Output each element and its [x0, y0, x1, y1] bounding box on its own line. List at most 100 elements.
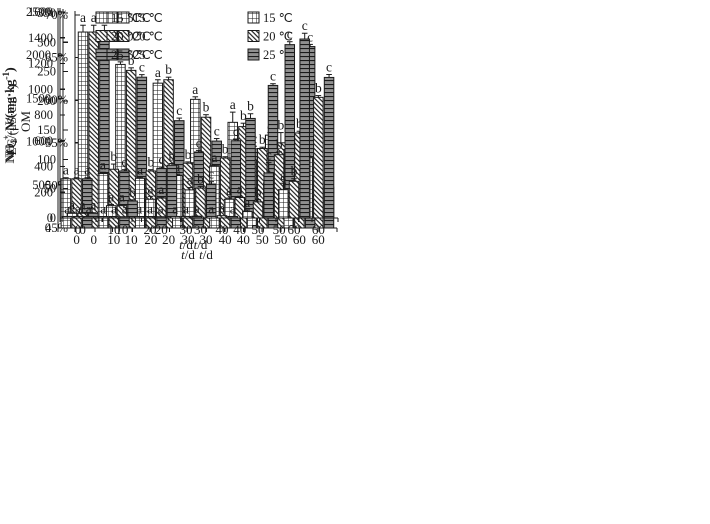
x-tick-label: 50 — [256, 232, 269, 247]
bar-no3-25℃-50 — [263, 172, 274, 219]
sig-letter: a — [80, 10, 86, 25]
y-tick-label: 500 — [32, 178, 51, 192]
bar-no3-25℃-0 — [83, 215, 94, 219]
sig-letter: a — [219, 201, 225, 216]
bar-no3-20℃-40 — [216, 215, 228, 219]
x-tick-label: 30 — [182, 232, 195, 247]
y-tick-label: 1600 — [28, 5, 53, 19]
bar-no3-15℃-0 — [62, 215, 73, 219]
sig-letter: a — [75, 201, 81, 216]
sig-letter: b — [259, 132, 266, 147]
sig-letter: c — [270, 69, 276, 84]
series-25℃: a a a a acc — [83, 18, 310, 219]
sig-letter: a — [208, 201, 214, 216]
sig-letter: c — [287, 27, 293, 42]
legend-label: 15 ℃ — [111, 11, 141, 25]
bar-no3-15℃-30 — [170, 215, 181, 219]
sig-letter: b — [169, 149, 176, 164]
x-tick-label: 40 — [237, 232, 250, 247]
y-tick-label: 600 — [34, 134, 53, 148]
x-tick-label: 20 — [155, 222, 168, 237]
y-tick-label: 60% — [45, 93, 68, 107]
sig-letter: a — [63, 163, 69, 178]
x-tick-label: 10 — [115, 222, 128, 237]
sig-letter: a — [100, 157, 106, 172]
bar-no3-15℃-60 — [278, 189, 289, 219]
y-tick-label: 55% — [45, 136, 68, 150]
y-tick-label: 0 — [50, 211, 56, 225]
x-tick-label: 10 — [125, 232, 138, 247]
sig-letter: a — [86, 201, 92, 216]
sig-letter: b — [255, 185, 262, 200]
x-tick-label: 0 — [90, 232, 97, 247]
x-tick-label: 0 — [75, 222, 82, 237]
sig-letter: b — [222, 142, 229, 157]
x-tick-label: 20 — [144, 222, 157, 237]
bar-no3-25℃-40 — [227, 215, 238, 219]
sig-letter: a — [158, 182, 164, 197]
bar-no3-20℃-0 — [72, 215, 84, 219]
x-tick-label: 50 — [274, 232, 287, 247]
y-tick-label: 1200 — [28, 57, 53, 71]
sig-letter: c — [326, 60, 332, 75]
sig-letter: a — [183, 201, 189, 216]
sig-letter: b — [197, 171, 204, 186]
sig-letter: a — [280, 168, 286, 183]
sig-letter: a — [74, 163, 80, 178]
sig-letter: b — [315, 81, 322, 96]
no3n-chart: 0 200 400 600 800 1000 1200 1400 1600 0 10 20 30 40 50… — [0, 0, 355, 262]
sig-letter: a — [147, 202, 153, 217]
y-tick-label: 1500 — [26, 91, 51, 105]
sig-letter: a — [64, 201, 70, 216]
bar-no3-15℃-50 — [242, 211, 253, 219]
y-tick-label: 350 — [37, 6, 56, 20]
sig-letter: c — [266, 148, 272, 163]
sig-letter: a — [100, 202, 106, 217]
sig-letter: b — [276, 137, 283, 152]
legend-label: 15 ℃ — [263, 11, 293, 25]
y-axis-label: NH4+-N/(mg·kg-1) — [2, 67, 20, 163]
x-tick-label: 20 — [144, 232, 157, 247]
legend-swatch-grid — [117, 11, 130, 24]
x-tick-label: 10 — [107, 232, 120, 247]
y-tick-label: 2000 — [26, 48, 51, 62]
legend-swatch-hstripe — [247, 48, 260, 61]
sig-letter: c — [233, 124, 239, 139]
x-tick-label: 20 — [162, 232, 175, 247]
legend-swatch-diag — [247, 30, 260, 42]
sig-letter: c — [121, 155, 127, 170]
sig-letter: b — [203, 100, 210, 115]
sig-letter: b — [277, 118, 284, 133]
y-tick-label: 0 — [47, 211, 53, 225]
bar-no3-20℃-30 — [180, 215, 192, 219]
sig-letter: a — [108, 190, 114, 205]
x-tick-label: 0 — [79, 222, 86, 237]
bar-no3-25℃-20 — [155, 216, 166, 219]
bar-no3-25℃-30 — [191, 215, 202, 219]
sig-letter: a — [187, 173, 193, 188]
sig-letter: a — [111, 202, 117, 217]
legend-swatch-grid — [247, 11, 260, 24]
legend-swatch-diag — [95, 30, 108, 42]
sig-letter: c — [307, 29, 313, 44]
sig-letter: b — [147, 155, 154, 170]
sig-letter: a — [155, 65, 161, 80]
x-axis-label: t/d — [179, 237, 193, 252]
bar-no3-15℃-10 — [98, 216, 109, 219]
y-axis-label: EC/(μS·cm-1) — [4, 84, 19, 155]
legend-swatch-hstripe — [95, 48, 108, 61]
legend-label: 20 ℃ — [263, 30, 293, 44]
legend-label: 15 ℃ — [133, 11, 163, 25]
y-tick-label: 65% — [45, 51, 68, 65]
sig-letter: c — [208, 167, 214, 182]
sig-letter: a — [174, 159, 180, 174]
y-tick-label: 50 — [44, 182, 57, 196]
sig-letter: a — [91, 10, 97, 25]
bar-no3-25℃-60 — [299, 38, 310, 219]
sig-letter: b — [185, 147, 192, 162]
y-tick-label: 2500 — [26, 5, 51, 19]
